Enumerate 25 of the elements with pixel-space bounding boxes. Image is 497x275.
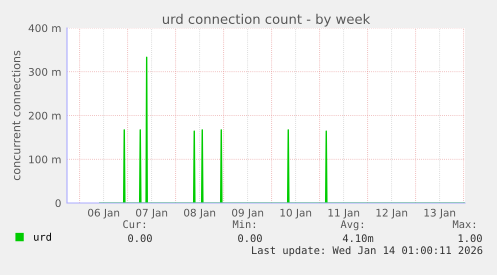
y-tick-label: 200 m xyxy=(28,112,61,120)
x-tick-label: 06 Jan xyxy=(88,208,120,219)
x-tick-label: 13 Jan xyxy=(424,208,456,219)
x-tick-label: 07 Jan xyxy=(136,208,168,219)
chart-title: urd connection count - by week xyxy=(162,14,370,27)
text: 0.00 xyxy=(128,234,152,242)
legend-label: urd xyxy=(34,232,51,241)
y-tick-label: 400 m xyxy=(28,24,61,32)
y-tick-label: 300 m xyxy=(28,68,61,76)
x-tick-label: 09 Jan xyxy=(232,208,264,219)
text: Last update: Wed Jan 14 01:00:11 2026 xyxy=(252,246,482,256)
text: 0.00 xyxy=(238,234,262,242)
text: Avg: xyxy=(340,220,364,230)
x-tick-label: 11 Jan xyxy=(328,208,360,219)
text: 1.00 xyxy=(458,234,482,242)
text: Cur: xyxy=(123,220,146,228)
text: Min: xyxy=(232,220,256,228)
x-tick-label: 12 Jan xyxy=(376,208,408,219)
y-tick-label: 0 xyxy=(56,199,61,208)
y-tick-label: 100 m xyxy=(29,155,61,164)
x-tick-label: 10 Jan xyxy=(280,208,312,219)
x-tick-label: 08 Jan xyxy=(184,208,216,219)
text: 4.10m xyxy=(342,234,374,242)
text: Max: xyxy=(452,220,476,228)
y-axis-title: concurrent connections xyxy=(12,50,20,180)
